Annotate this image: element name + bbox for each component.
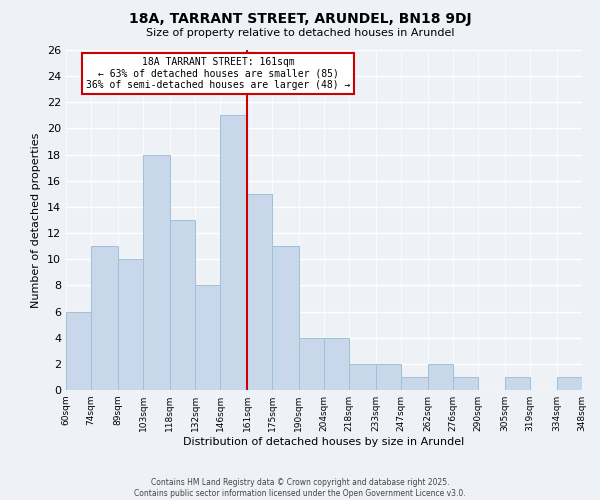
- Bar: [220, 116, 247, 390]
- Text: 18A TARRANT STREET: 161sqm
← 63% of detached houses are smaller (85)
36% of semi: 18A TARRANT STREET: 161sqm ← 63% of deta…: [86, 57, 350, 90]
- Bar: [349, 364, 376, 390]
- Y-axis label: Number of detached properties: Number of detached properties: [31, 132, 41, 308]
- Bar: [453, 377, 478, 390]
- Bar: [118, 259, 143, 390]
- Bar: [143, 154, 170, 390]
- X-axis label: Distribution of detached houses by size in Arundel: Distribution of detached houses by size …: [184, 437, 464, 447]
- Bar: [170, 220, 195, 390]
- Bar: [428, 364, 453, 390]
- Text: 18A, TARRANT STREET, ARUNDEL, BN18 9DJ: 18A, TARRANT STREET, ARUNDEL, BN18 9DJ: [128, 12, 472, 26]
- Bar: [195, 286, 220, 390]
- Bar: [272, 246, 299, 390]
- Bar: [401, 377, 428, 390]
- Bar: [324, 338, 349, 390]
- Bar: [299, 338, 324, 390]
- Text: Size of property relative to detached houses in Arundel: Size of property relative to detached ho…: [146, 28, 454, 38]
- Text: Contains HM Land Registry data © Crown copyright and database right 2025.
Contai: Contains HM Land Registry data © Crown c…: [134, 478, 466, 498]
- Bar: [557, 377, 582, 390]
- Bar: [91, 246, 118, 390]
- Bar: [376, 364, 401, 390]
- Bar: [247, 194, 272, 390]
- Bar: [66, 312, 91, 390]
- Bar: [505, 377, 530, 390]
